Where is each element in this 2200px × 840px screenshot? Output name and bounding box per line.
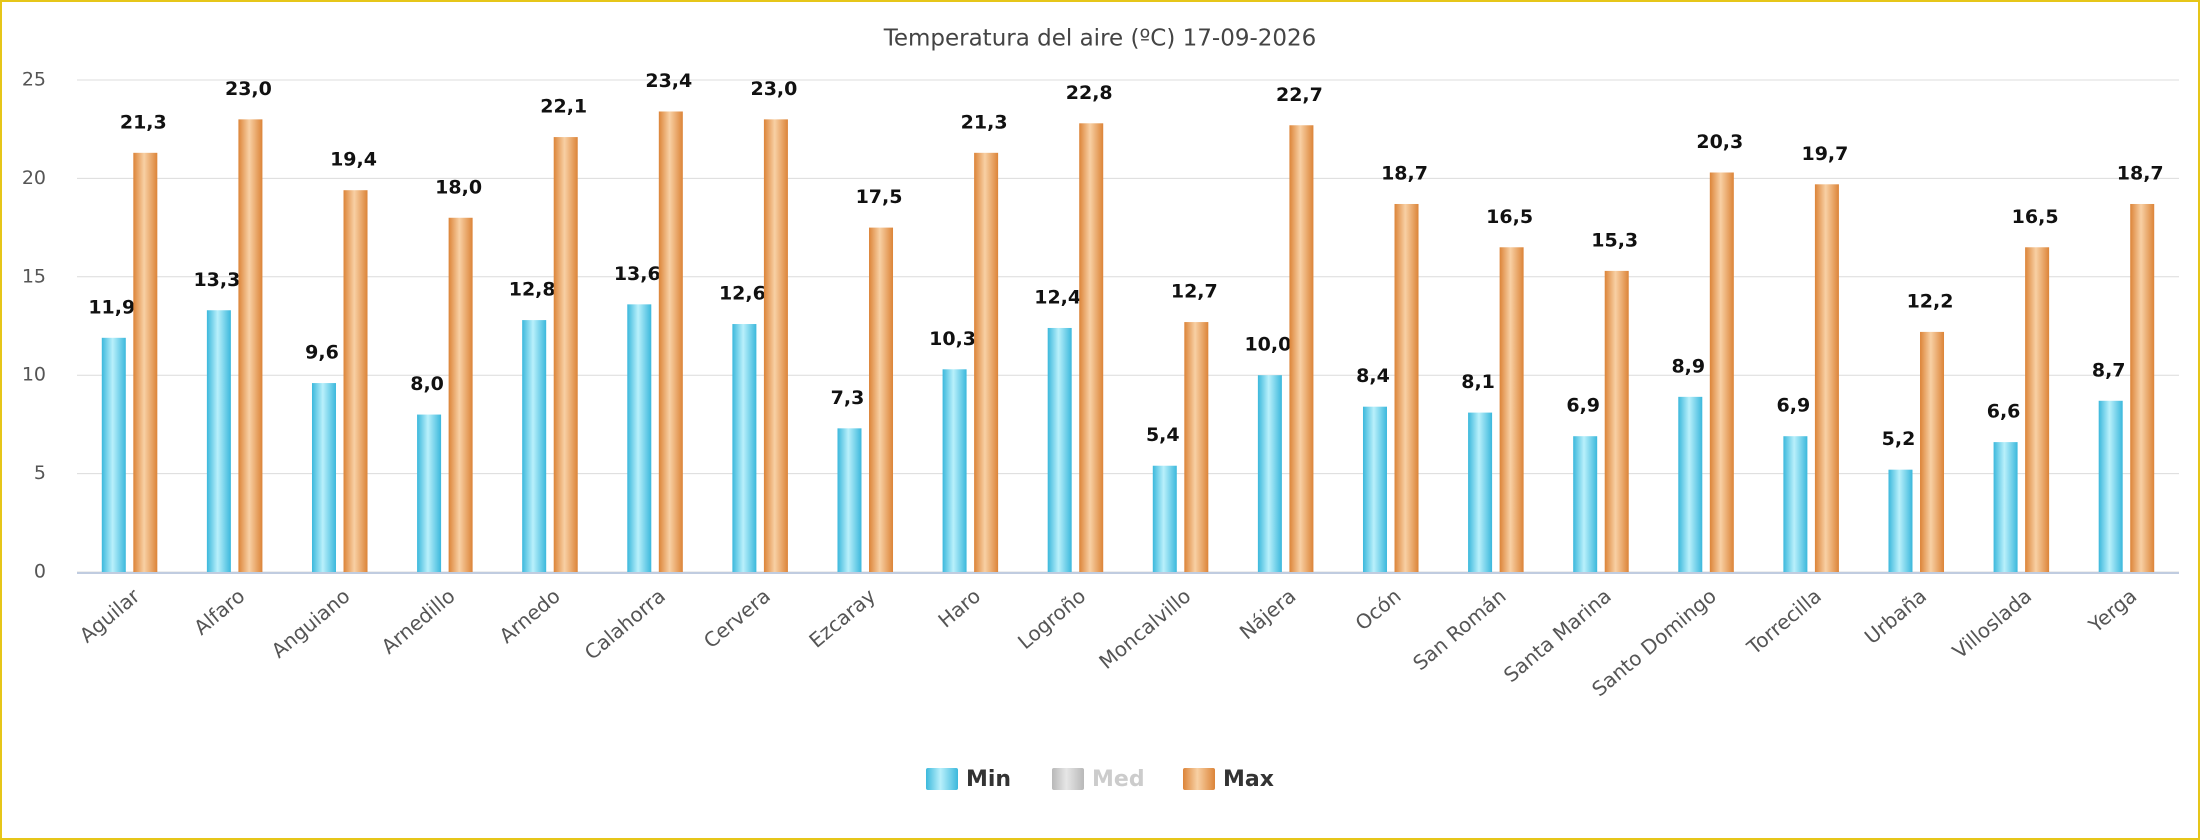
bar xyxy=(974,152,999,573)
value-label: 19,4 xyxy=(330,149,377,171)
bar xyxy=(343,190,368,572)
value-label: 23,4 xyxy=(645,70,692,92)
value-label: 18,0 xyxy=(435,176,482,198)
bar xyxy=(1257,375,1282,572)
value-label: 12,6 xyxy=(719,283,766,305)
value-label: 23,0 xyxy=(750,78,797,100)
value-label: 15,3 xyxy=(1591,229,1638,251)
value-label: 6,9 xyxy=(1566,395,1600,417)
bar xyxy=(1362,406,1387,572)
y-tick-label: 25 xyxy=(22,69,46,91)
value-label: 20,3 xyxy=(1696,131,1743,153)
bar xyxy=(311,383,336,572)
bar xyxy=(1920,331,1945,572)
legend-label: Max xyxy=(1223,767,1274,792)
bar xyxy=(1709,172,1734,572)
value-label: 22,1 xyxy=(540,96,587,118)
value-label: 23,0 xyxy=(225,78,272,100)
value-label: 21,3 xyxy=(961,111,1008,133)
bar xyxy=(1783,436,1808,572)
value-label: 8,7 xyxy=(2092,359,2126,381)
legend-swatch xyxy=(1052,768,1084,790)
y-tick-label: 10 xyxy=(22,364,46,386)
bar xyxy=(1184,322,1209,572)
value-label: 8,4 xyxy=(1356,365,1390,387)
bar xyxy=(206,310,231,572)
bar xyxy=(869,227,894,572)
value-label: 12,4 xyxy=(1034,286,1081,308)
value-label: 6,9 xyxy=(1777,395,1811,417)
bar xyxy=(522,320,547,572)
value-label: 12,7 xyxy=(1171,281,1218,303)
bar xyxy=(1993,442,2018,572)
bar xyxy=(1573,436,1598,572)
bar xyxy=(1468,412,1493,572)
value-label: 7,3 xyxy=(831,387,865,409)
y-tick-label: 5 xyxy=(34,462,46,484)
value-label: 13,3 xyxy=(193,269,240,291)
bar xyxy=(942,369,967,572)
bar xyxy=(1394,203,1419,572)
value-label: 16,5 xyxy=(1486,206,1533,228)
bar xyxy=(2025,247,2050,572)
value-label: 16,5 xyxy=(2012,206,2059,228)
bar xyxy=(732,324,757,572)
value-label: 8,0 xyxy=(410,373,444,395)
legend-swatch xyxy=(1183,768,1215,790)
bar xyxy=(2130,203,2155,572)
value-label: 5,2 xyxy=(1882,428,1916,450)
bar xyxy=(1499,247,1524,572)
bar xyxy=(658,111,683,572)
bar xyxy=(1047,327,1072,572)
y-tick-label: 15 xyxy=(22,265,46,287)
bar xyxy=(448,217,473,572)
legend-label: Med xyxy=(1092,767,1145,792)
bar xyxy=(2098,400,2123,572)
bar xyxy=(417,414,442,572)
value-label: 19,7 xyxy=(1801,143,1848,165)
legend-swatch xyxy=(926,768,958,790)
bar xyxy=(837,428,862,572)
bar xyxy=(763,119,788,573)
value-label: 13,6 xyxy=(614,263,661,285)
value-label: 10,0 xyxy=(1244,334,1291,356)
value-label: 12,2 xyxy=(1907,290,1954,312)
bar xyxy=(133,152,158,573)
value-label: 11,9 xyxy=(88,296,135,318)
bar xyxy=(101,337,126,572)
value-label: 8,1 xyxy=(1461,371,1495,393)
bar xyxy=(1079,123,1104,573)
value-label: 22,8 xyxy=(1066,82,1113,104)
bar xyxy=(1604,270,1629,572)
value-label: 21,3 xyxy=(120,111,167,133)
y-tick-label: 0 xyxy=(34,561,46,583)
y-tick-label: 20 xyxy=(22,167,46,189)
value-label: 17,5 xyxy=(856,186,903,208)
value-label: 5,4 xyxy=(1146,424,1180,446)
bar xyxy=(238,119,263,573)
bar xyxy=(553,137,578,572)
bar xyxy=(1888,469,1913,572)
value-label: 22,7 xyxy=(1276,84,1323,106)
value-label: 18,7 xyxy=(2117,162,2164,184)
chart-title: Temperatura del aire (ºC) 17-09-2026 xyxy=(883,26,1317,52)
value-label: 8,9 xyxy=(1671,355,1705,377)
bar xyxy=(1152,465,1177,572)
value-label: 9,6 xyxy=(305,342,339,364)
bar xyxy=(1814,184,1839,572)
value-label: 12,8 xyxy=(509,279,556,301)
bar xyxy=(1678,396,1703,572)
value-label: 10,3 xyxy=(929,328,976,350)
value-label: 6,6 xyxy=(1987,401,2021,423)
bar xyxy=(627,304,652,572)
legend-label: Min xyxy=(966,767,1011,792)
value-label: 18,7 xyxy=(1381,162,1428,184)
bar xyxy=(1289,125,1314,572)
